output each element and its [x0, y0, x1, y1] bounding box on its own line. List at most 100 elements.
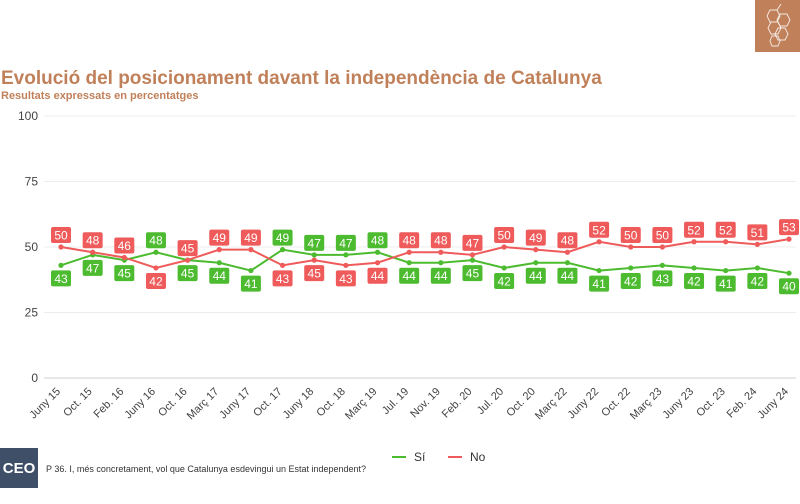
- data-point: [659, 262, 665, 268]
- data-point: [279, 247, 286, 253]
- data-label-box: [684, 272, 705, 289]
- data-label: 44: [434, 269, 448, 283]
- data-label-box: [494, 227, 515, 243]
- data-label-box: [51, 270, 71, 287]
- data-point: [153, 249, 159, 255]
- data-point: [469, 252, 476, 258]
- data-point: [659, 244, 665, 250]
- data-label: 49: [244, 231, 258, 245]
- data-point: [58, 262, 64, 268]
- data-point: [248, 247, 254, 253]
- data-point: [438, 249, 444, 255]
- x-tick-label: Juny 24: [755, 386, 791, 422]
- data-label-box: [367, 232, 388, 249]
- data-label: 44: [213, 269, 227, 283]
- legend-label-si: Sí: [414, 450, 426, 464]
- data-point: [121, 254, 127, 261]
- data-label-box: [430, 232, 451, 249]
- chart-subtitle: Resultats expressats en percentatges: [1, 90, 199, 102]
- x-tick-label: Jul. 19: [380, 386, 411, 417]
- data-label-box: [304, 265, 325, 282]
- data-label: 46: [118, 239, 132, 253]
- data-label: 50: [656, 229, 670, 243]
- data-label-box: [209, 229, 230, 246]
- data-label: 40: [782, 280, 796, 294]
- data-label: 42: [687, 274, 701, 288]
- data-label-box: [272, 229, 293, 246]
- series-line-si: [60, 248, 790, 275]
- data-point: [311, 257, 317, 263]
- x-tick-label: Nov. 19: [408, 386, 443, 421]
- data-label: 49: [529, 231, 543, 245]
- data-label-box: [684, 221, 705, 238]
- data-label: 42: [624, 274, 638, 288]
- ceo-logo-badge: CEO: [0, 448, 38, 488]
- chart-title: Evolució del posicionament davant la ind…: [1, 68, 602, 89]
- x-tick-label: Març 17: [185, 386, 222, 423]
- data-label-box: [114, 237, 135, 254]
- data-label: 48: [561, 234, 575, 248]
- data-label: 48: [434, 234, 448, 248]
- data-point: [723, 239, 729, 245]
- data-label: 42: [497, 274, 511, 288]
- data-label: 44: [561, 269, 575, 283]
- data-point: [90, 249, 96, 255]
- x-tick-label: Jul. 20: [475, 386, 506, 417]
- data-point: [533, 260, 539, 266]
- data-label-box: [272, 270, 293, 287]
- data-label: 42: [751, 274, 765, 288]
- x-tick-label: Juny 23: [660, 386, 696, 422]
- data-point: [374, 260, 381, 266]
- data-point: [406, 249, 412, 255]
- data-label: 44: [371, 269, 385, 283]
- data-label-box: [525, 267, 546, 284]
- data-label-box: [494, 272, 515, 289]
- data-point: [216, 247, 222, 253]
- y-tick-label: 50: [25, 240, 39, 254]
- data-point: [406, 260, 412, 266]
- data-point: [691, 239, 697, 245]
- data-label-box: [462, 234, 483, 251]
- data-point: [469, 257, 476, 263]
- data-label-box: [177, 240, 198, 257]
- x-tick-label: Juny 22: [565, 386, 601, 422]
- data-label: 50: [54, 229, 68, 243]
- series-line-no: [60, 238, 790, 270]
- data-point: [374, 249, 381, 255]
- x-tick-label: Març 22: [533, 386, 570, 423]
- data-point: [343, 262, 349, 268]
- data-label: 47: [86, 261, 100, 275]
- y-tick-label: 0: [31, 371, 38, 385]
- data-point: [628, 265, 634, 271]
- data-point: [786, 270, 792, 276]
- data-label: 43: [656, 272, 670, 286]
- data-label: 45: [181, 267, 195, 281]
- data-label-box: [525, 229, 546, 246]
- data-label-box: [240, 229, 261, 246]
- data-point: [628, 244, 634, 250]
- data-label: 49: [213, 231, 227, 245]
- data-point: [248, 267, 254, 274]
- data-label-box: [367, 267, 388, 284]
- data-label-box: [82, 232, 103, 249]
- data-label: 48: [402, 234, 416, 248]
- data-label: 45: [181, 242, 195, 256]
- y-tick-label: 25: [25, 306, 39, 320]
- data-label: 41: [719, 277, 733, 291]
- data-label: 41: [244, 277, 258, 291]
- data-label: 43: [54, 272, 68, 286]
- data-label-box: [589, 221, 610, 238]
- data-point: [185, 257, 191, 263]
- x-tick-label: Oct. 15: [61, 386, 95, 420]
- data-label: 52: [719, 223, 733, 237]
- data-label-box: [51, 227, 71, 243]
- data-label: 50: [624, 229, 638, 243]
- data-point: [754, 265, 760, 271]
- data-label-box: [145, 272, 166, 289]
- data-point: [691, 265, 697, 271]
- data-label-box: [399, 232, 420, 249]
- data-label-box: [177, 265, 198, 282]
- y-tick-label: 75: [25, 175, 39, 189]
- data-point: [564, 249, 571, 255]
- x-tick-label: Juny 18: [281, 386, 317, 422]
